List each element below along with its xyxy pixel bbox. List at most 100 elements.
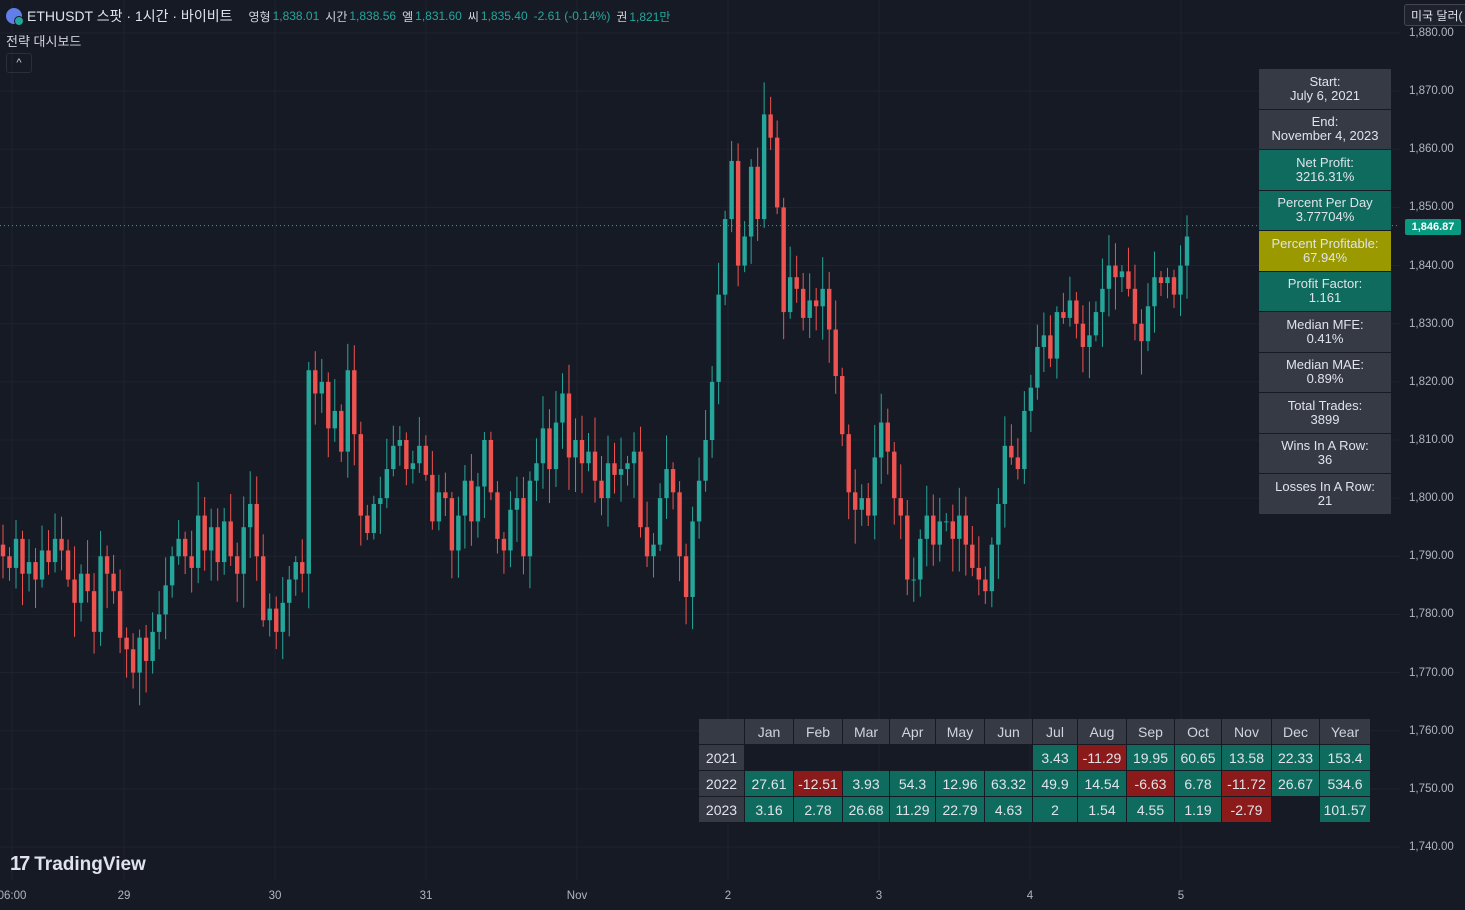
candle [1087,301,1092,379]
candle [709,366,715,458]
change-value: -2.61 (-0.14%) [533,9,611,23]
price-tick-label: 1,780.00 [1409,608,1454,621]
candle [72,546,77,637]
time-axis[interactable]: 06:00 29 30 31 Nov 2 3 4 5 [0,880,1400,910]
candle [508,491,513,568]
stat-label: Wins In A Row: [1281,438,1369,454]
candle [742,221,747,273]
symbol-title[interactable]: ETHUSDT 스팟 · 1시간 · 바이비트 [27,8,233,24]
stat-value: 0.89% [1306,371,1344,387]
tradingview-wordmark: TradingView [34,853,146,875]
candle [501,532,507,574]
chevron-up-icon: ^ [16,57,22,69]
candle [599,455,604,516]
month-header: Year [1320,719,1370,744]
candle [800,272,806,331]
price-tick-label: 1,770.00 [1409,666,1454,679]
candle [1113,243,1118,310]
candle [553,390,559,487]
return-cell: 1.19 [1175,797,1221,822]
strategy-name[interactable]: 전략 대시보드 [6,34,82,49]
candle [52,513,58,573]
return-cell: 14.54 [1078,771,1126,796]
price-axis[interactable]: 1,880.00 1,870.00 1,860.00 1,850.00 1,840.00… [1400,0,1465,880]
candle [950,504,956,572]
strategy-stats-panel: Start: July 6, 2021 End: November 4, 2023 Ne… [1259,69,1391,515]
candle [586,433,591,472]
candle [313,351,318,425]
currency-button[interactable]: 미국 달러( [1404,4,1465,26]
price-tick-label: 1,840.00 [1409,259,1454,272]
candle [826,271,832,363]
candle [208,508,214,581]
close-label: 씨 [467,9,479,24]
candle [1184,215,1190,299]
candle [918,529,923,597]
stat-value: 1.161 [1308,290,1342,306]
low-value: 1,831.60 [415,9,462,23]
stat-value: 0.41% [1306,330,1344,346]
price-tick-label: 1,810.00 [1409,434,1454,446]
candle [612,442,617,494]
candle [221,507,227,575]
stat-value: 3899 [1310,411,1340,427]
candle [703,410,708,492]
candle [274,596,279,650]
return-cell: 3.93 [843,771,889,796]
stat-label: Percent Per Day [1277,195,1373,211]
candle [547,409,552,503]
return-cell: 11.29 [890,797,935,822]
candle [410,450,416,484]
candle [293,556,298,596]
time-tick-label: 29 [117,890,131,902]
candle [98,530,103,646]
candle [417,417,422,474]
candle [300,539,305,593]
candle [1035,324,1040,400]
stat-cell: Profit Factor: 1.161 [1259,271,1391,311]
candle [1093,301,1099,342]
candle [924,485,929,567]
return-cell: 2.78 [794,797,842,822]
volume-label: 권 [616,9,628,24]
return-cell [936,745,984,770]
return-cell: 63.32 [985,771,1032,796]
candle [846,424,851,520]
stat-cell: Wins In A Row: 36 [1259,433,1391,473]
candle [26,539,32,592]
time-tick-label: 5 [1177,890,1185,902]
candle [339,404,344,462]
price-tick-label: 1,820.00 [1409,375,1454,388]
stat-value: 36 [1317,452,1333,468]
candle [59,516,64,571]
return-cell: 534.6 [1320,771,1370,796]
open-label: 영형 [248,9,271,24]
tradingview-logo[interactable]: 17 TradingView [10,853,146,876]
stat-value: July 6, 2021 [1289,87,1361,103]
candle [189,530,194,593]
candle [560,373,565,449]
candle [579,415,585,494]
table-row: 2023 3.16 2.78 26.68 11.29 22.79 4.63 2 1.54 4.55… [699,797,1370,822]
candle [228,493,233,566]
candle [33,548,38,609]
stat-cell: Median MFE: 0.41% [1259,312,1391,352]
collapse-legend-button[interactable]: ^ [6,53,32,73]
return-cell [985,745,1032,770]
candle [130,633,136,689]
candle [261,534,266,627]
candle [20,530,25,606]
candle [937,497,942,562]
candle [345,343,350,478]
candle [638,426,643,538]
candle [1074,292,1079,339]
return-cell [745,745,793,770]
price-tick-label: 1,850.00 [1409,201,1454,214]
stat-label: Total Trades: [1287,397,1363,413]
candle [1158,270,1164,296]
price-tick-label: 1,760.00 [1409,724,1454,737]
price-tick-label: 1,750.00 [1409,782,1454,795]
candle [1165,267,1170,299]
candle [1022,391,1027,484]
return-cell: 54.3 [890,771,935,796]
